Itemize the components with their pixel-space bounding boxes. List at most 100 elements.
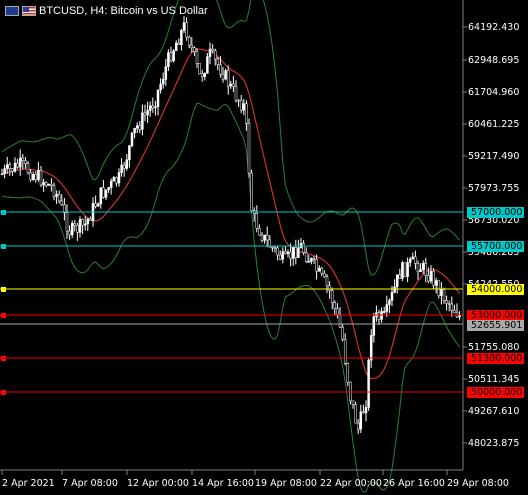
candle-body: [265, 234, 269, 241]
candle-body: [408, 258, 412, 263]
candle-body: [63, 204, 66, 213]
price-label: 56730.020: [468, 215, 520, 226]
time-label: 14 Apr 16:00: [192, 478, 254, 489]
candle-body: [39, 169, 43, 186]
candle-body: [122, 164, 126, 169]
candle-body: [390, 292, 394, 301]
candle-body: [239, 100, 243, 111]
candle-body: [128, 145, 131, 160]
candle-body: [325, 276, 329, 287]
candle-body: [385, 304, 389, 312]
candle-body: [328, 285, 331, 291]
candle-body: [172, 50, 175, 62]
candle-body: [382, 311, 386, 313]
candle-body: [208, 48, 212, 57]
candle-body: [70, 223, 74, 236]
candle-body: [193, 47, 196, 52]
candle-body: [333, 302, 337, 309]
candle-body: [317, 267, 321, 272]
candle-body: [442, 289, 446, 301]
candle-body: [174, 42, 178, 51]
candle-body: [437, 280, 441, 296]
candle-body: [247, 123, 251, 174]
current-price-tag: 52655.901: [467, 320, 525, 331]
candle-body: [141, 112, 144, 130]
level-tag-57000[interactable]: 57000.000: [467, 207, 525, 218]
candle-body: [286, 251, 290, 254]
time-label: 29 Apr 08:00: [447, 478, 509, 489]
moving-average: [1, 48, 461, 380]
candle-body: [359, 411, 363, 430]
level-tag-51300[interactable]: 51300.000: [467, 353, 525, 364]
candle-body: [13, 163, 17, 172]
candle-body: [96, 203, 100, 207]
time-axis-ticks: [1, 470, 448, 475]
candle-body: [135, 125, 139, 129]
candle-body: [3, 168, 6, 175]
candle-body: [187, 36, 191, 46]
candle-body: [86, 218, 90, 225]
candle-body: [341, 326, 344, 340]
candle-body: [273, 247, 277, 249]
candle-body: [289, 251, 292, 259]
candle-body: [237, 99, 240, 102]
time-label: 2 Apr 2021: [2, 478, 55, 489]
candle-body: [411, 256, 415, 260]
candle-body: [138, 125, 142, 130]
candle-body: [44, 182, 48, 186]
time-label: 19 Apr 08:00: [255, 478, 317, 489]
level-tag-55700[interactable]: 55700.000: [467, 241, 525, 252]
candle-body: [414, 256, 417, 264]
time-label: 26 Apr 16:00: [383, 478, 445, 489]
line-handle-55700[interactable]: [1, 244, 6, 249]
level-tag-50000[interactable]: 50000.000: [467, 387, 525, 398]
candle-body: [8, 164, 12, 169]
candle-body: [182, 22, 186, 31]
candle-body: [211, 48, 214, 51]
candle-body: [294, 247, 298, 258]
line-handle-50000[interactable]: [1, 390, 6, 395]
candle-body: [104, 189, 108, 198]
candle-body: [65, 212, 69, 232]
candle-body: [278, 254, 282, 260]
candle-body: [367, 359, 370, 408]
bollinger-upper: [1, 0, 460, 276]
line-handle-54000[interactable]: [1, 287, 6, 292]
candle-body: [42, 182, 45, 186]
candle-body: [284, 251, 287, 254]
candle-body: [364, 407, 368, 414]
candle-body: [83, 223, 87, 226]
candle-body: [330, 290, 334, 303]
price-label: 51755.080: [468, 342, 520, 353]
candle-body: [213, 50, 217, 60]
candle-body: [312, 258, 316, 260]
price-label: 61704.960: [468, 87, 520, 98]
candle-body: [362, 411, 365, 414]
level-tag-53000[interactable]: 53000.000: [467, 310, 525, 321]
price-label: 62948.695: [468, 55, 520, 66]
candle-body: [302, 243, 305, 253]
candle-body: [388, 300, 391, 305]
line-handle-57000[interactable]: [1, 210, 6, 215]
chart-title: BTCUSD, H4: Bitcoin vs US Dollar: [39, 5, 208, 17]
candle-body: [34, 174, 38, 180]
candle-body: [185, 22, 188, 38]
candle-body: [60, 200, 64, 206]
candle-body: [216, 58, 220, 65]
candle-body: [50, 183, 53, 186]
candle-body: [117, 172, 121, 184]
level-tag-54000[interactable]: 54000.000: [467, 284, 525, 295]
candle-body: [424, 262, 428, 276]
candle-body: [81, 219, 84, 226]
line-handle-51300[interactable]: [1, 356, 6, 361]
candle-body: [0, 173, 4, 176]
candle-body: [148, 105, 152, 111]
candle-body: [453, 309, 456, 313]
candle-body: [180, 30, 183, 46]
time-label: 22 Apr 00:00: [320, 478, 382, 489]
candlestick-series: [0, 16, 461, 435]
candle-body: [31, 174, 35, 180]
line-handle-53000[interactable]: [1, 313, 6, 318]
candle-body: [224, 70, 227, 80]
